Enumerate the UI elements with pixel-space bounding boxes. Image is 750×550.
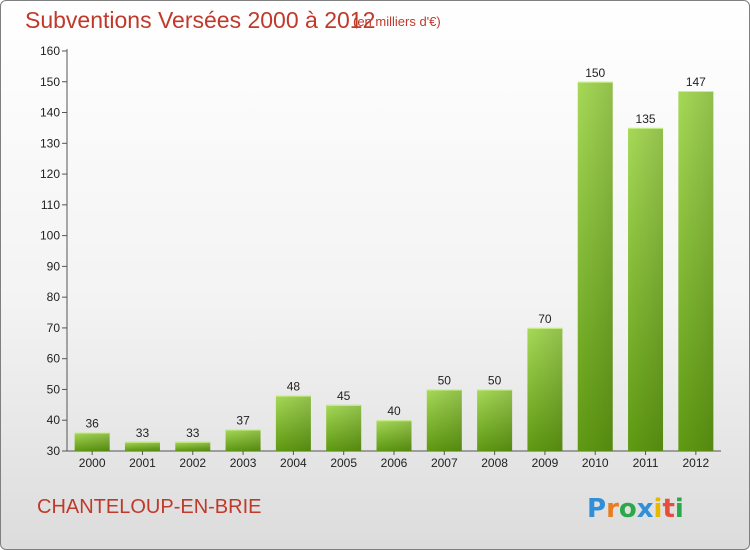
y-tick-label: 50 <box>47 382 61 396</box>
y-tick-label: 40 <box>47 413 61 427</box>
bar-value-label: 33 <box>186 426 200 440</box>
y-tick-label: 140 <box>40 106 60 120</box>
bar-shade-2003 <box>225 429 261 451</box>
x-tick-label: 2001 <box>129 456 156 470</box>
bar-value-label: 33 <box>136 426 150 440</box>
x-tick-label: 2000 <box>79 456 106 470</box>
x-tick-label: 2011 <box>633 456 659 470</box>
x-tick-label: 2009 <box>532 456 559 470</box>
y-tick-label: 120 <box>40 167 60 181</box>
y-tick-label: 90 <box>47 259 61 273</box>
bar-shade-2002 <box>175 441 211 451</box>
x-tick-label: 2006 <box>381 456 408 470</box>
y-tick-label: 110 <box>41 198 60 212</box>
x-tick-label: 2002 <box>179 456 206 470</box>
bar-value-label: 48 <box>287 380 301 394</box>
x-tick-label: 2012 <box>682 456 709 470</box>
bar-value-label: 70 <box>538 312 552 326</box>
y-tick-label: 100 <box>40 229 60 243</box>
bar-shade-2004 <box>275 395 311 451</box>
svg-text:Proxiti: Proxiti <box>587 494 684 524</box>
bar-value-label: 37 <box>236 413 250 427</box>
bars <box>74 81 714 452</box>
bar-shade-2011 <box>628 127 664 451</box>
bar-shade-2000 <box>74 432 110 451</box>
bar-value-label: 40 <box>387 404 401 418</box>
commune-name: CHANTELOUP-EN-BRIE <box>37 496 262 518</box>
bar-value-label: 50 <box>438 373 452 387</box>
bar-shade-2012 <box>678 91 714 451</box>
axes: 30 40 50 60 70 80 90 100 110 120 130 140 150 160 2000 2… <box>40 44 721 470</box>
bar-value-label: 147 <box>686 75 706 89</box>
x-tick-label: 2010 <box>582 456 609 470</box>
proxiti-logo: Proxiti <box>587 494 684 524</box>
bar-shade-2008 <box>477 389 513 451</box>
bar-value-label: 150 <box>585 66 605 80</box>
y-tick-label: 160 <box>40 44 60 58</box>
bar-shade-2007 <box>426 389 462 451</box>
bar-shade-2006 <box>376 420 412 451</box>
labels: 36 33 33 37 48 45 40 50 50 70 150 135 147 <box>85 66 706 440</box>
bar-value-label: 50 <box>488 373 502 387</box>
bar-value-label: 45 <box>337 389 351 403</box>
bar-value-label: 135 <box>636 112 656 126</box>
bar-shade-2009 <box>527 327 563 451</box>
x-tick-label: 2004 <box>280 456 307 470</box>
y-tick-label: 70 <box>47 321 61 335</box>
y-tick-label: 150 <box>40 75 60 89</box>
bar-shade-2005 <box>326 404 362 451</box>
y-tick-label: 60 <box>47 352 61 366</box>
y-tick-label: 130 <box>40 136 60 150</box>
y-tick-label: 80 <box>47 290 61 304</box>
bar-shade-2010 <box>577 81 613 452</box>
bar-shade-2001 <box>124 441 160 451</box>
y-tick-label: 30 <box>47 444 61 458</box>
chart-title: Subventions Versées 2000 à 2012 <box>25 7 376 33</box>
bar-value-label: 36 <box>85 417 99 431</box>
x-tick-label: 2007 <box>431 456 458 470</box>
chart-subtitle: (en milliers d'€) <box>353 14 441 29</box>
x-tick-label: 2008 <box>481 456 508 470</box>
x-tick-label: 2005 <box>330 456 357 470</box>
x-tick-label: 2003 <box>230 456 257 470</box>
